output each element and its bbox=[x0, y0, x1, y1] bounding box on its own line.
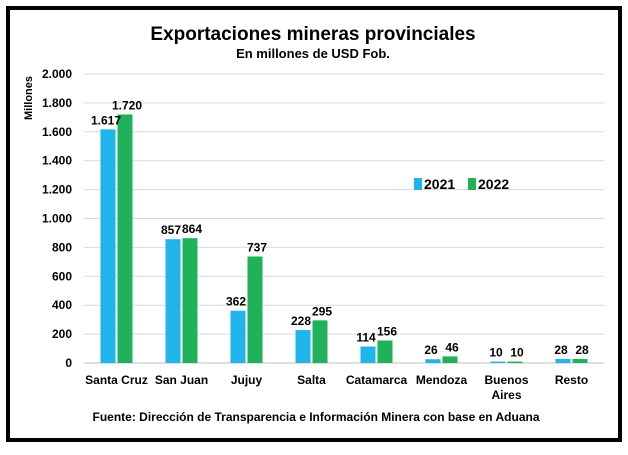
y-tick-label: 600 bbox=[52, 269, 72, 283]
y-tick-label: 2.000 bbox=[42, 67, 72, 81]
bar-2021 bbox=[100, 129, 116, 363]
bar-2022 bbox=[117, 114, 133, 364]
y-axis-label: Millones bbox=[23, 76, 35, 120]
data-label-2021: 26 bbox=[424, 343, 438, 357]
bar-2021 bbox=[230, 310, 246, 363]
gridlines bbox=[84, 73, 604, 364]
x-category-label: Buenos bbox=[484, 373, 528, 387]
x-category-label: Santa Cruz bbox=[85, 373, 148, 387]
bar-2022 bbox=[507, 361, 523, 363]
x-category-label: Resto bbox=[555, 373, 588, 387]
chart-subtitle: En millones de USD Fob. bbox=[236, 46, 390, 61]
y-tick-label: 800 bbox=[52, 240, 72, 254]
bars bbox=[100, 114, 588, 364]
x-category-label: Catamarca bbox=[346, 373, 408, 387]
x-category-label: Aires bbox=[491, 388, 521, 402]
data-label-2021: 28 bbox=[554, 343, 568, 357]
legend-swatch-2021 bbox=[414, 178, 422, 190]
bar-2022 bbox=[572, 358, 588, 363]
y-tick-label: 1.200 bbox=[42, 183, 72, 197]
data-label-2022: 737 bbox=[247, 241, 267, 255]
data-label-2021: 857 bbox=[161, 223, 181, 237]
y-tick-label: 1.800 bbox=[42, 96, 72, 110]
y-tick-label: 400 bbox=[52, 298, 72, 312]
bar-2021 bbox=[165, 239, 181, 363]
legend: 2021 2022 bbox=[414, 176, 509, 192]
y-tick-label: 1.000 bbox=[42, 212, 72, 226]
data-label-2022: 1.720 bbox=[112, 98, 142, 112]
source-note: Fuente: Dirección de Transparencia e Inf… bbox=[92, 410, 539, 424]
data-label-2022: 864 bbox=[182, 222, 202, 236]
bar-2022 bbox=[377, 340, 393, 363]
x-category-label: Mendoza bbox=[416, 373, 468, 387]
legend-swatch-2022 bbox=[468, 178, 476, 190]
bar-2022 bbox=[182, 238, 198, 363]
data-label-2022: 28 bbox=[575, 343, 589, 357]
chart-title: Exportaciones mineras provinciales bbox=[150, 24, 475, 45]
y-ticks: 0 200 400 600 800 1.000 1.200 1.400 1.600 1.800 2.… bbox=[42, 67, 72, 370]
x-category-label: Salta bbox=[297, 373, 326, 387]
bar-2021 bbox=[555, 358, 571, 363]
bar-2021 bbox=[425, 359, 441, 363]
data-label-2022: 10 bbox=[510, 346, 524, 360]
x-category-label: Jujuy bbox=[231, 373, 263, 387]
data-label-2022: 156 bbox=[377, 324, 397, 338]
data-label-2021: 362 bbox=[226, 295, 246, 309]
bar-2021 bbox=[295, 330, 311, 363]
bar-2022 bbox=[442, 356, 458, 363]
data-label-2021: 114 bbox=[356, 331, 376, 345]
data-label-2021: 1.617 bbox=[91, 113, 121, 127]
data-label-2022: 46 bbox=[445, 340, 459, 354]
data-label-2022: 295 bbox=[312, 304, 332, 318]
legend-label-2022: 2022 bbox=[478, 176, 509, 192]
data-label-2021: 228 bbox=[291, 314, 311, 328]
y-tick-label: 200 bbox=[52, 327, 72, 341]
y-tick-label: 1.400 bbox=[42, 154, 72, 168]
x-categories: Santa Cruz San Juan Jujuy Salta Catamarca Men… bbox=[85, 373, 588, 402]
x-category-label: San Juan bbox=[155, 373, 208, 387]
bar-2021 bbox=[360, 346, 376, 363]
data-label-2021: 10 bbox=[489, 346, 503, 360]
bar-2022 bbox=[312, 320, 328, 363]
y-tick-label: 1.600 bbox=[42, 125, 72, 139]
bar-2022 bbox=[247, 256, 263, 363]
bar-2021 bbox=[490, 361, 506, 363]
y-tick-label: 0 bbox=[65, 356, 72, 370]
legend-label-2021: 2021 bbox=[424, 176, 455, 192]
